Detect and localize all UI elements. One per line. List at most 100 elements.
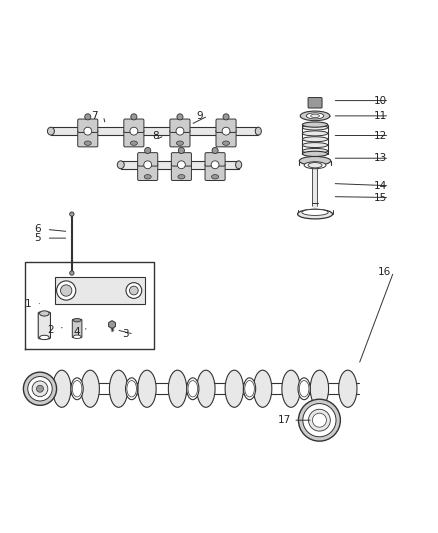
Ellipse shape <box>126 378 138 400</box>
Circle shape <box>312 413 326 427</box>
Ellipse shape <box>302 131 328 136</box>
Text: 8: 8 <box>152 131 159 141</box>
Ellipse shape <box>53 370 71 407</box>
Ellipse shape <box>84 141 91 146</box>
Text: 5: 5 <box>35 233 41 243</box>
Bar <box>55 277 145 304</box>
Bar <box>51 127 258 135</box>
FancyBboxPatch shape <box>170 130 190 147</box>
Circle shape <box>145 148 151 154</box>
Ellipse shape <box>308 163 322 168</box>
Circle shape <box>60 285 72 296</box>
FancyBboxPatch shape <box>124 130 144 147</box>
FancyBboxPatch shape <box>308 98 322 108</box>
Circle shape <box>178 148 184 154</box>
FancyBboxPatch shape <box>138 164 158 181</box>
Circle shape <box>308 409 330 431</box>
Ellipse shape <box>297 209 332 219</box>
Ellipse shape <box>302 137 328 142</box>
Ellipse shape <box>339 370 357 407</box>
Circle shape <box>84 127 92 135</box>
Text: 11: 11 <box>374 111 387 121</box>
FancyBboxPatch shape <box>216 119 236 133</box>
Circle shape <box>131 114 137 120</box>
Ellipse shape <box>117 161 124 169</box>
Circle shape <box>222 127 230 135</box>
FancyBboxPatch shape <box>171 152 191 166</box>
Circle shape <box>70 271 74 275</box>
Text: 2: 2 <box>48 325 54 335</box>
Text: 9: 9 <box>196 111 203 121</box>
FancyBboxPatch shape <box>78 119 98 133</box>
Circle shape <box>126 282 142 298</box>
Text: 10: 10 <box>374 95 387 106</box>
Ellipse shape <box>212 175 219 179</box>
Ellipse shape <box>73 335 81 338</box>
Ellipse shape <box>73 318 81 322</box>
Circle shape <box>130 286 138 295</box>
Ellipse shape <box>197 370 215 407</box>
FancyBboxPatch shape <box>124 119 144 133</box>
Ellipse shape <box>244 378 256 400</box>
Ellipse shape <box>110 370 128 407</box>
FancyBboxPatch shape <box>205 164 225 181</box>
Ellipse shape <box>298 378 310 400</box>
Text: 6: 6 <box>35 224 41 235</box>
Bar <box>313 167 317 206</box>
Text: 7: 7 <box>91 111 98 121</box>
Circle shape <box>85 114 91 120</box>
Text: 15: 15 <box>374 192 387 203</box>
Circle shape <box>32 381 48 397</box>
FancyBboxPatch shape <box>78 130 98 147</box>
Ellipse shape <box>225 370 244 407</box>
Text: 1: 1 <box>25 298 31 309</box>
Circle shape <box>144 161 152 169</box>
Text: 3: 3 <box>122 329 128 339</box>
Bar <box>313 206 317 211</box>
Ellipse shape <box>311 114 319 118</box>
Ellipse shape <box>282 370 300 407</box>
Circle shape <box>177 161 185 169</box>
Ellipse shape <box>302 143 328 148</box>
Circle shape <box>176 127 184 135</box>
Text: 12: 12 <box>374 131 387 141</box>
Ellipse shape <box>236 161 242 169</box>
Circle shape <box>23 372 57 405</box>
Ellipse shape <box>254 370 272 407</box>
Text: 13: 13 <box>374 153 387 163</box>
Circle shape <box>36 385 43 392</box>
FancyBboxPatch shape <box>138 152 158 166</box>
Circle shape <box>57 281 76 300</box>
FancyBboxPatch shape <box>72 319 82 338</box>
Text: 4: 4 <box>74 327 81 337</box>
Ellipse shape <box>310 370 328 407</box>
Ellipse shape <box>178 175 185 179</box>
Ellipse shape <box>223 141 230 146</box>
Ellipse shape <box>187 378 199 400</box>
Ellipse shape <box>144 175 151 179</box>
FancyBboxPatch shape <box>205 152 225 166</box>
Ellipse shape <box>39 311 49 316</box>
Circle shape <box>298 399 340 441</box>
FancyBboxPatch shape <box>216 130 236 147</box>
Text: 16: 16 <box>378 266 392 277</box>
Circle shape <box>70 212 74 216</box>
Ellipse shape <box>131 141 138 146</box>
Text: 14: 14 <box>374 181 387 191</box>
FancyBboxPatch shape <box>171 164 191 181</box>
Circle shape <box>28 376 52 401</box>
FancyBboxPatch shape <box>38 312 50 339</box>
Ellipse shape <box>304 161 326 169</box>
Ellipse shape <box>302 122 328 127</box>
Ellipse shape <box>47 127 54 135</box>
Circle shape <box>212 148 218 154</box>
Ellipse shape <box>306 113 324 119</box>
Bar <box>121 161 239 169</box>
Circle shape <box>223 114 229 120</box>
Ellipse shape <box>168 370 187 407</box>
FancyBboxPatch shape <box>170 119 190 133</box>
Ellipse shape <box>71 378 83 400</box>
Circle shape <box>130 127 138 135</box>
Ellipse shape <box>302 151 328 157</box>
Ellipse shape <box>81 370 99 407</box>
